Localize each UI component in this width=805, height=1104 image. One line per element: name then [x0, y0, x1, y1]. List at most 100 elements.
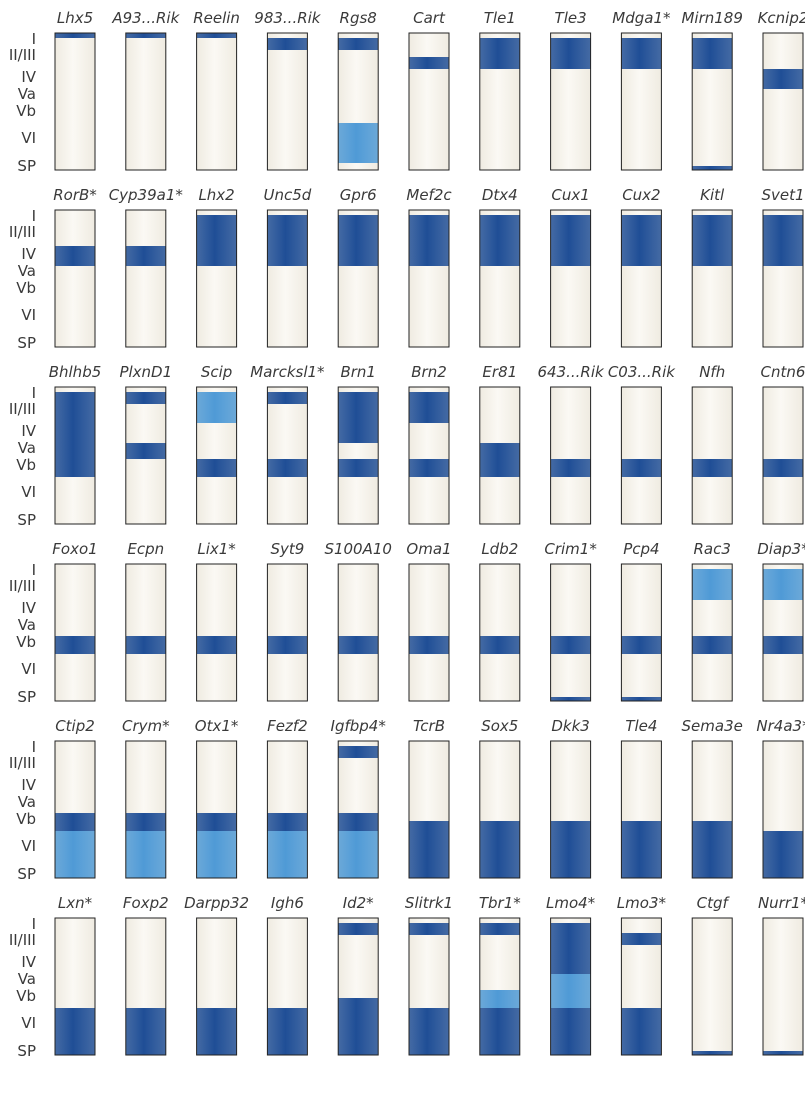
weak-expression-band	[196, 831, 237, 878]
strong-expression-band	[125, 33, 166, 38]
column-outline	[408, 32, 450, 171]
column-outline	[479, 386, 521, 525]
strong-expression-band	[479, 38, 520, 69]
layer-label: IV	[21, 953, 36, 971]
gene-column: RorB*	[53, 186, 97, 348]
gene-name: Slitrk1	[405, 894, 453, 912]
gene-column: Kitl	[691, 186, 733, 348]
gene-name: Lxn*	[58, 894, 93, 912]
gene-name: Cux1	[551, 186, 589, 204]
gene-name: Ctgf	[697, 894, 731, 912]
gene-column: Bhlhb5	[49, 363, 102, 525]
gene-column: Rac3	[691, 540, 733, 702]
gene-name: Tle1	[484, 9, 516, 27]
gene-column: Marcksl1*	[250, 363, 325, 525]
gene-column: Cntn6	[761, 363, 805, 525]
strong-expression-band	[125, 1008, 166, 1055]
column-outline	[54, 917, 96, 1056]
strong-expression-band	[125, 813, 166, 831]
column-outline	[550, 740, 592, 879]
column-outline	[266, 386, 308, 525]
gene-name: Crym*	[122, 717, 170, 735]
strong-expression-band	[267, 636, 308, 654]
layer-label: Vb	[16, 456, 36, 474]
column-background	[550, 387, 591, 524]
column-outline	[196, 563, 238, 702]
gene-name: Svet1	[761, 186, 804, 204]
column-outline	[337, 32, 379, 171]
column-outline	[266, 740, 308, 879]
column-outline	[54, 563, 96, 702]
strong-expression-band	[692, 636, 733, 654]
gene-name: TcrB	[413, 717, 445, 735]
column-outline	[620, 209, 662, 348]
strong-expression-band	[338, 746, 379, 758]
column-outline	[337, 740, 379, 879]
gene-name: Cux2	[622, 186, 660, 204]
layer-label: II/III	[9, 931, 36, 949]
layer-label: II/III	[9, 577, 36, 595]
gene-name: Tle3	[555, 9, 587, 27]
strong-expression-band	[267, 215, 308, 266]
gene-column: Kcnip2	[758, 9, 805, 171]
strong-expression-band	[479, 821, 520, 878]
strong-expression-band	[692, 38, 733, 69]
column-outline	[762, 32, 804, 171]
column-outline	[408, 917, 450, 1056]
gene-column: Sema3e	[682, 717, 743, 879]
gene-column: Tbr1*	[479, 894, 521, 1056]
column-outline	[550, 917, 592, 1056]
gene-column: Id2*	[337, 894, 379, 1056]
gene-name: Bhlhb5	[49, 363, 102, 381]
column-outline	[266, 209, 308, 348]
column-outline	[620, 32, 662, 171]
gene-name: Otx1*	[195, 717, 239, 735]
gene-name: Sema3e	[682, 717, 743, 735]
column-outline	[691, 386, 733, 525]
layer-label: Va	[18, 616, 36, 634]
gene-column: Dtx4	[479, 186, 521, 348]
column-outline	[266, 917, 308, 1056]
gene-column: Lmo3*	[617, 894, 666, 1056]
layer-label: IV	[21, 422, 36, 440]
strong-expression-band	[409, 392, 449, 423]
gene-column: A93...Rik	[111, 9, 181, 171]
column-background	[267, 564, 308, 701]
gene-column: Lxn*	[54, 894, 96, 1056]
column-background	[55, 564, 95, 701]
weak-expression-band	[338, 123, 379, 163]
strong-expression-band	[621, 821, 662, 878]
gene-column: Mirn189	[681, 9, 743, 171]
layer-label: I	[32, 207, 36, 225]
gene-column: PlxnD1	[119, 363, 172, 525]
column-background	[763, 33, 803, 170]
strong-expression-band	[409, 459, 449, 477]
column-background	[763, 387, 803, 524]
column-outline	[550, 563, 592, 702]
gene-column: C03...Rik	[608, 363, 676, 525]
column-outline	[479, 563, 521, 702]
layer-label: SP	[17, 157, 36, 175]
column-outline	[691, 563, 733, 702]
gene-column: Otx1*	[195, 717, 239, 879]
weak-expression-band	[267, 831, 308, 878]
strong-expression-band	[338, 459, 379, 477]
strong-expression-band	[550, 821, 591, 878]
gene-name: Nfh	[699, 363, 725, 381]
strong-expression-band	[55, 392, 95, 477]
column-background	[621, 564, 662, 701]
column-outline	[196, 209, 238, 348]
strong-expression-band	[621, 38, 662, 69]
strong-expression-band	[196, 1008, 237, 1055]
layer-label: I	[32, 561, 36, 579]
column-outline	[266, 32, 308, 171]
gene-column: Foxo1	[52, 540, 98, 702]
weak-expression-band	[55, 831, 95, 878]
strong-expression-band	[55, 636, 95, 654]
column-outline	[196, 32, 238, 171]
gene-column: TcrB	[408, 717, 450, 879]
gene-name: Tbr1*	[479, 894, 521, 912]
strong-expression-band	[621, 1008, 662, 1055]
gene-column: Reelin	[193, 9, 240, 171]
gene-column: Mef2c	[406, 186, 452, 348]
